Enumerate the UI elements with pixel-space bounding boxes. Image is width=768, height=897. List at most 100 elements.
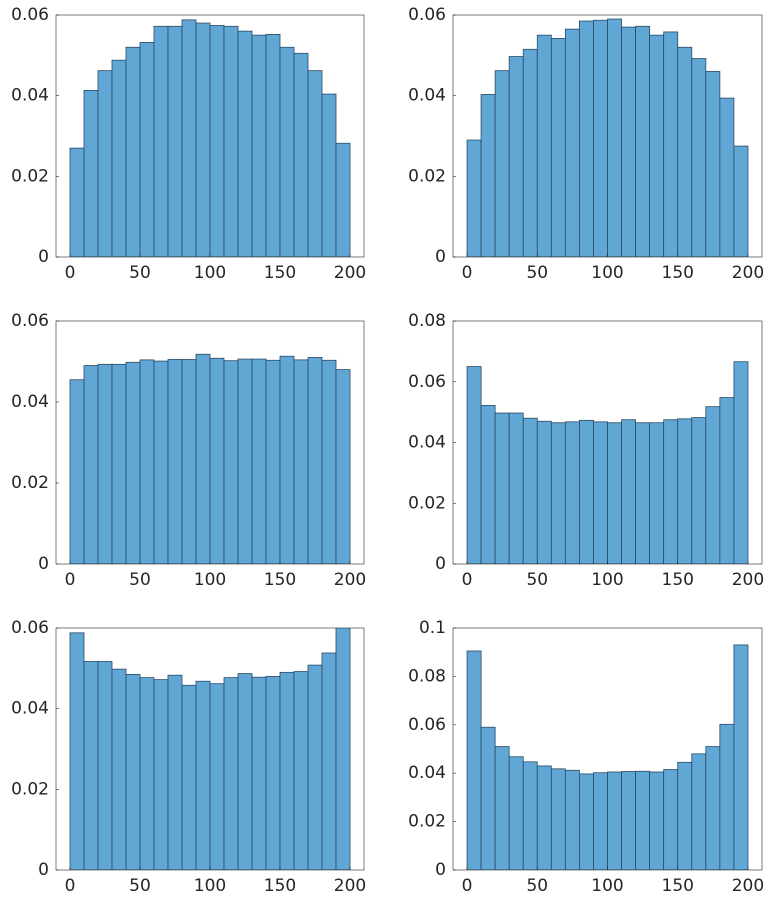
bar — [181, 684, 197, 870]
bar — [494, 746, 510, 870]
bar — [139, 42, 155, 257]
y-tick-label: 0.08 — [408, 311, 446, 331]
bar — [307, 357, 323, 564]
bar — [321, 652, 337, 870]
bar — [237, 30, 253, 257]
x-tick-label: 50 — [526, 570, 548, 590]
bar — [321, 93, 337, 257]
x-tick-label: 50 — [526, 876, 548, 896]
bar — [677, 761, 693, 870]
x-tick-label: 50 — [129, 263, 151, 283]
plot-area — [69, 628, 351, 870]
bar — [237, 673, 253, 870]
bar — [494, 70, 510, 257]
bar — [153, 679, 169, 870]
bar — [649, 771, 665, 870]
bar — [480, 405, 496, 564]
y-tick-label: 0.04 — [408, 433, 446, 453]
bar — [733, 145, 749, 257]
bar — [649, 34, 665, 257]
histogram-panel: 0 50 100 150 200 0 0.02 0.04 0.06 — [11, 618, 366, 896]
bar — [508, 756, 524, 870]
y-tick-label: 0.06 — [408, 5, 446, 25]
bar — [279, 671, 295, 870]
bar — [719, 397, 735, 564]
y-tick-label: 0 — [38, 554, 49, 574]
bar — [223, 25, 239, 257]
bar — [550, 37, 566, 257]
bar — [265, 676, 281, 870]
bar — [593, 421, 608, 564]
bar — [69, 147, 85, 257]
y-tick-label: 0 — [435, 247, 446, 267]
y-tick-label: 0.06 — [11, 618, 49, 638]
plot-area — [466, 361, 749, 564]
x-tick-label: 150 — [264, 263, 296, 283]
bar — [223, 360, 239, 564]
bar — [691, 417, 707, 564]
bar — [265, 359, 281, 564]
x-tick-label: 0 — [462, 876, 473, 896]
x-tick-label: 0 — [65, 876, 76, 896]
x-tick-label: 150 — [662, 263, 694, 283]
bar — [321, 359, 337, 564]
y-tick-label: 0.06 — [11, 5, 49, 25]
bar — [209, 25, 225, 257]
x-tick-label: 100 — [194, 876, 226, 896]
bar — [209, 357, 225, 564]
histogram-panel: 0 50 100 150 200 0 0.02 0.04 0.06 — [408, 5, 764, 283]
y-tick-label: 0.06 — [408, 715, 446, 735]
bar — [195, 680, 211, 870]
bar — [335, 369, 351, 564]
x-tick-label: 100 — [591, 876, 623, 896]
bar — [111, 668, 127, 870]
x-tick-label: 150 — [662, 876, 694, 896]
bar — [167, 25, 183, 257]
histogram-panel: 0 50 100 150 200 0 0.02 0.04 0.06 0.08 — [408, 311, 764, 590]
bar — [508, 412, 524, 564]
x-tick-label: 0 — [65, 570, 76, 590]
bar — [663, 31, 679, 257]
y-tick-label: 0.02 — [11, 166, 49, 186]
bar — [111, 363, 127, 564]
bar — [195, 22, 211, 257]
x-tick-label: 200 — [732, 263, 764, 283]
bar — [69, 379, 85, 564]
bar — [649, 422, 665, 564]
bar — [293, 359, 309, 564]
bar — [97, 661, 113, 870]
bar — [607, 18, 622, 257]
bar — [466, 650, 482, 870]
bar — [125, 673, 141, 870]
bar — [522, 48, 538, 257]
y-tick-label: 0.08 — [408, 666, 446, 686]
bar — [265, 33, 281, 257]
x-tick-label: 100 — [194, 570, 226, 590]
x-tick-label: 100 — [591, 570, 623, 590]
bar — [494, 412, 510, 564]
x-tick-label: 100 — [591, 263, 623, 283]
bar — [536, 34, 552, 257]
bar — [635, 770, 651, 870]
x-tick-label: 50 — [129, 570, 151, 590]
bar — [635, 422, 651, 564]
y-tick-label: 0.04 — [408, 86, 446, 106]
histogram-panel: 0 50 100 150 200 0 0.02 0.04 0.06 0.08 0.1 — [408, 618, 764, 896]
x-tick-label: 200 — [334, 570, 366, 590]
y-tick-label: 0 — [38, 247, 49, 267]
bar — [97, 363, 113, 564]
bar — [167, 674, 183, 870]
bar — [621, 26, 636, 257]
bar — [251, 34, 267, 257]
bar — [677, 418, 693, 564]
bar — [307, 70, 323, 257]
x-tick-label: 0 — [65, 263, 76, 283]
histogram-panel: 0 50 100 150 200 0 0.02 0.04 0.06 — [11, 5, 366, 283]
plot-area — [466, 18, 749, 257]
bar — [69, 632, 85, 870]
bar — [125, 361, 141, 564]
bar — [564, 421, 580, 564]
bar — [593, 19, 608, 257]
bar — [153, 25, 169, 257]
